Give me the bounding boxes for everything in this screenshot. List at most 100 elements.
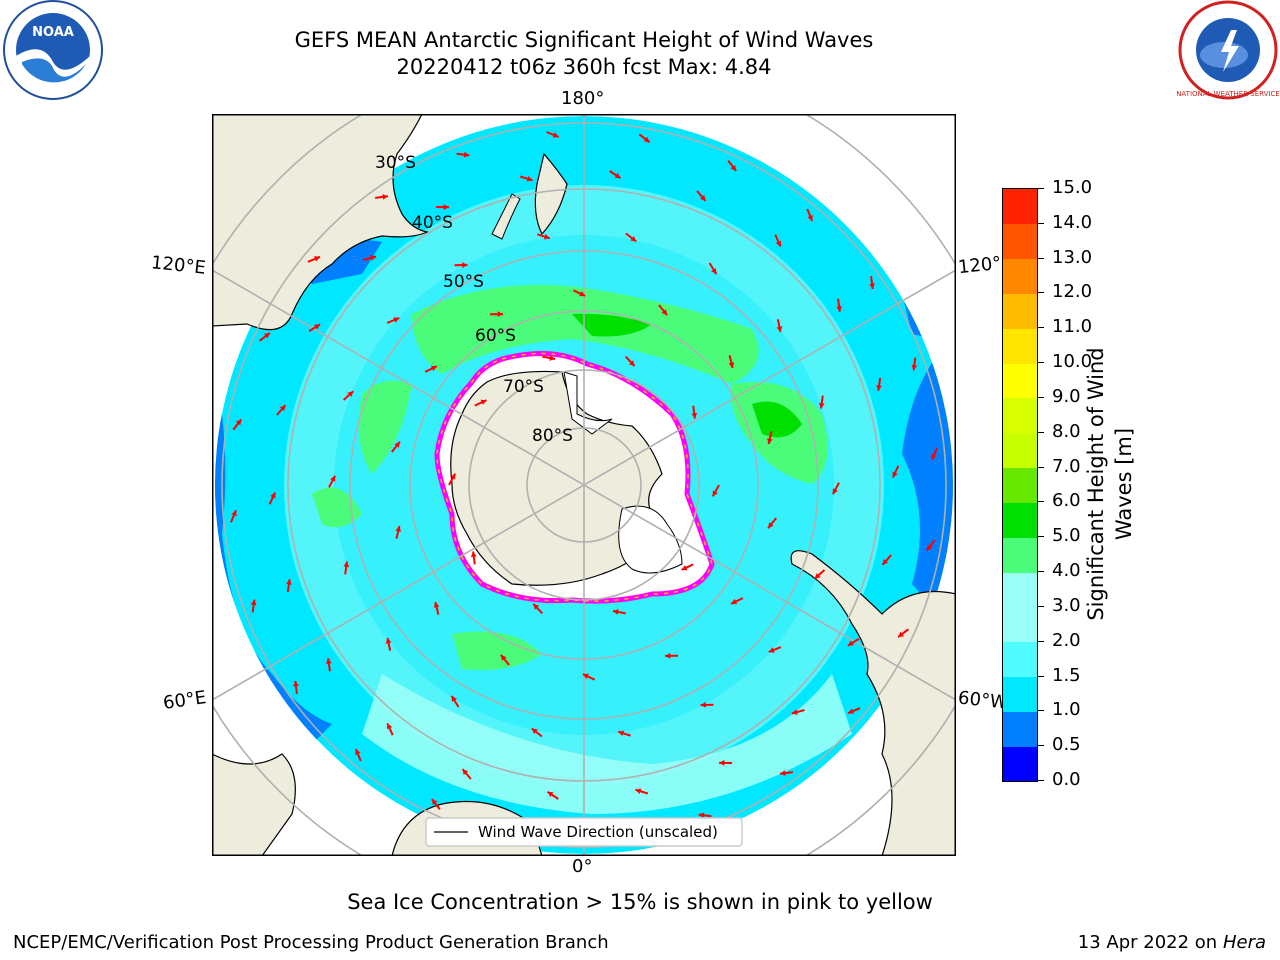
colorbar-segment xyxy=(1003,676,1037,712)
land-new-zealand xyxy=(534,152,568,236)
colorbar-tick-mark xyxy=(1037,675,1044,677)
wind-wave-arrowhead xyxy=(552,132,559,138)
wind-wave-arrowhead xyxy=(370,255,377,261)
wind-wave-arrowhead xyxy=(618,730,625,736)
colorbar-tick-mark xyxy=(1037,640,1044,642)
wind-wave-arrowhead xyxy=(497,311,503,317)
colorbar-segment xyxy=(1003,397,1037,434)
wind-wave-arrowhead xyxy=(767,438,773,444)
wind-wave-arrowhead xyxy=(314,324,321,330)
wind-wave-arrowhead xyxy=(628,360,635,367)
land-australia xyxy=(213,115,429,331)
wind-wave-arrowhead xyxy=(712,490,718,497)
wind-wave-arrowhead xyxy=(382,194,388,200)
lon-label-0: 0° xyxy=(572,856,593,877)
wind-wave-arrowhead xyxy=(443,204,449,210)
wind-wave-arrowhead xyxy=(431,799,438,805)
colorbar-tick-label: 2.0 xyxy=(1052,629,1081,651)
map-frame xyxy=(211,113,957,857)
wind-wave-arrowhead xyxy=(768,647,775,653)
wind-wave-arrowhead xyxy=(463,151,470,158)
colorbar-segment xyxy=(1003,328,1037,364)
colorbar-segment xyxy=(1003,467,1037,503)
wind-wave-arrowhead xyxy=(612,609,619,615)
wind-wave-arrowhead xyxy=(730,165,737,171)
wind-wave-arrowhead xyxy=(450,473,456,480)
wind-wave-arrowhead xyxy=(395,526,401,532)
wind-wave-arrowhead xyxy=(526,176,533,182)
wind-wave-arrowhead xyxy=(719,760,725,766)
colorbar-segment xyxy=(1003,641,1037,678)
colorbar-label-line2: Waves [m] xyxy=(1112,427,1136,541)
wind-wave-arrowhead xyxy=(691,413,698,419)
wind-wave-arrowhead xyxy=(250,599,257,606)
wind-wave-arrowhead xyxy=(700,702,706,708)
wind-wave-arrowhead xyxy=(791,709,798,715)
wind-wave-arrowhead xyxy=(898,631,904,638)
lat-label-30s: 30°S xyxy=(375,153,416,173)
wind-wave-arrowhead xyxy=(430,365,437,372)
wind-wave-arrowhead xyxy=(451,695,457,702)
colorbar-segment xyxy=(1003,572,1037,608)
colorbar-tick-mark xyxy=(1037,222,1044,224)
colorbar-tick-mark xyxy=(1037,501,1044,503)
wind-wave-arrowhead xyxy=(582,673,589,679)
lat-label-70s: 70°S xyxy=(503,377,544,397)
colorbar-tick-mark xyxy=(1037,362,1044,364)
colorbar-segment xyxy=(1003,606,1037,643)
colorbar-tick-label: 4.0 xyxy=(1052,560,1081,582)
wind-wave-arrowhead xyxy=(433,602,440,608)
noaa-logo: NOAA xyxy=(2,0,104,100)
colorbar-tick-label: 15.0 xyxy=(1052,177,1093,198)
wind-wave-arrowhead xyxy=(231,510,237,517)
wind-wave-arrowhead xyxy=(698,812,705,819)
wind-wave-arrowhead xyxy=(818,402,825,409)
colorbar-tick-label: 10.0 xyxy=(1052,351,1093,373)
wind-wave-arrowhead xyxy=(630,236,637,242)
colorbar-tick-mark xyxy=(1037,536,1044,538)
colorbar-tick-label: 1.5 xyxy=(1052,664,1081,686)
wind-wave-arrowhead xyxy=(462,769,469,775)
wind-wave-arrowhead xyxy=(911,364,918,371)
colorbar-tick-mark xyxy=(1037,466,1044,468)
wind-wave-arrowhead xyxy=(533,603,540,610)
wind-wave-arrowhead xyxy=(832,488,838,495)
colorbar-tick-label: 0.0 xyxy=(1052,769,1081,790)
wind-wave-arrowhead xyxy=(699,195,706,201)
wind-wave-arrowhead xyxy=(347,391,354,397)
colorbar-label-line1: Significant Height of Wind xyxy=(1084,347,1108,621)
wind-wave-arrowhead xyxy=(847,640,854,646)
lat-label-60s: 60°S xyxy=(475,326,516,346)
colorbar-tick-label: 6.0 xyxy=(1052,490,1081,512)
wind-wave-arrowhead xyxy=(386,723,393,730)
colorbar-tick-label: 9.0 xyxy=(1052,385,1081,407)
wind-wave-arrowhead xyxy=(326,658,332,664)
title-line1: GEFS MEAN Antarctic Significant Height o… xyxy=(294,28,874,52)
colorbar-tick-mark xyxy=(1037,257,1044,259)
colorbar-tick-mark xyxy=(1037,327,1044,329)
colorbar-tick-mark xyxy=(1037,745,1044,747)
wind-wave-arrowhead xyxy=(330,475,336,482)
wind-wave-arrowhead xyxy=(780,770,786,776)
wind-wave-arrowhead xyxy=(711,268,717,275)
lon-label-120w: 120° xyxy=(957,252,1003,279)
colorbar-segment xyxy=(1003,711,1037,747)
wind-wave-arrowhead xyxy=(270,492,276,499)
colorbar-tick-label: 7.0 xyxy=(1052,455,1081,477)
colorbar-tick-mark xyxy=(1037,396,1044,398)
footer-date: 13 Apr 2022 on xyxy=(1077,932,1223,953)
colorbar-tick-mark xyxy=(1037,605,1044,607)
land-africa xyxy=(213,753,296,855)
colorbar-tick-mark xyxy=(1037,571,1044,573)
colorbar-tick-label: 8.0 xyxy=(1052,420,1081,442)
colorbar-label: Significant Height of Wind Waves [m] xyxy=(1082,284,1142,684)
colorbar-tick-mark xyxy=(1037,710,1044,712)
wind-wave-arrowhead xyxy=(775,240,782,247)
colorbar-tick-label: 13.0 xyxy=(1052,246,1093,268)
lon-label-120e: 120°E xyxy=(150,252,207,279)
lat-label-40s: 40°S xyxy=(412,213,453,233)
wind-wave-arrowhead xyxy=(547,791,554,798)
wind-wave-arrowhead xyxy=(286,579,292,585)
lon-label-60w: 60°W xyxy=(957,687,1009,714)
wind-wave-arrowhead xyxy=(293,681,299,687)
